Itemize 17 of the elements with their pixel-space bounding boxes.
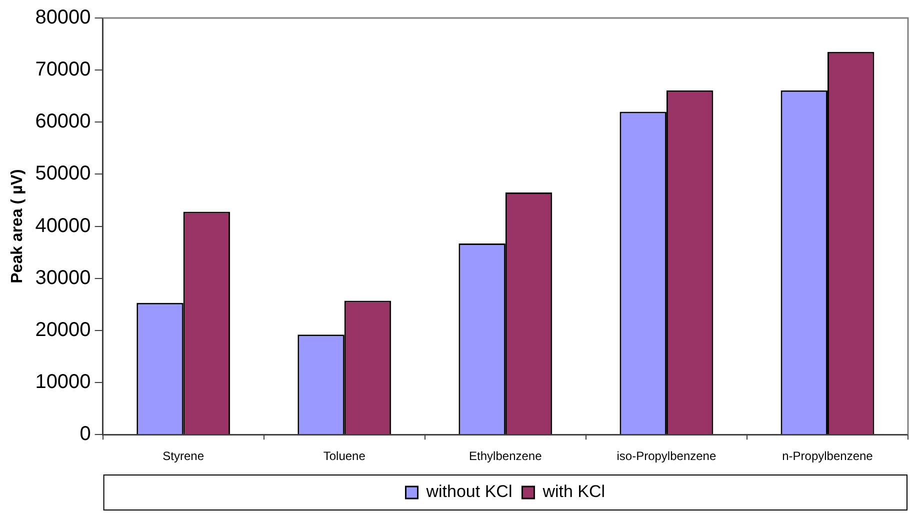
y-tick-label: 10000 <box>35 371 91 394</box>
legend-label: with KCl <box>542 482 606 502</box>
x-tick-label: Ethylbenzene <box>469 449 542 464</box>
y-tick-label: 20000 <box>35 318 91 341</box>
y-axis-title: Peak area ( µV) <box>9 169 26 284</box>
x-tick-label: iso-Propylbenzene <box>616 449 716 464</box>
x-tick-label: Toluene <box>323 449 366 464</box>
y-tick-label: 30000 <box>35 266 91 289</box>
x-tick-label: Styrene <box>162 449 204 464</box>
y-tick-label: 70000 <box>35 58 91 81</box>
x-tick-label: n-Propylbenzene <box>782 449 874 464</box>
legend-label: without KCl <box>425 482 512 502</box>
y-tick-label: 0 <box>80 423 91 446</box>
y-tick-label: 40000 <box>35 214 91 237</box>
y-tick-label: 50000 <box>35 162 91 185</box>
y-tick-label: 60000 <box>35 110 91 133</box>
y-tick-label: 80000 <box>35 6 91 29</box>
